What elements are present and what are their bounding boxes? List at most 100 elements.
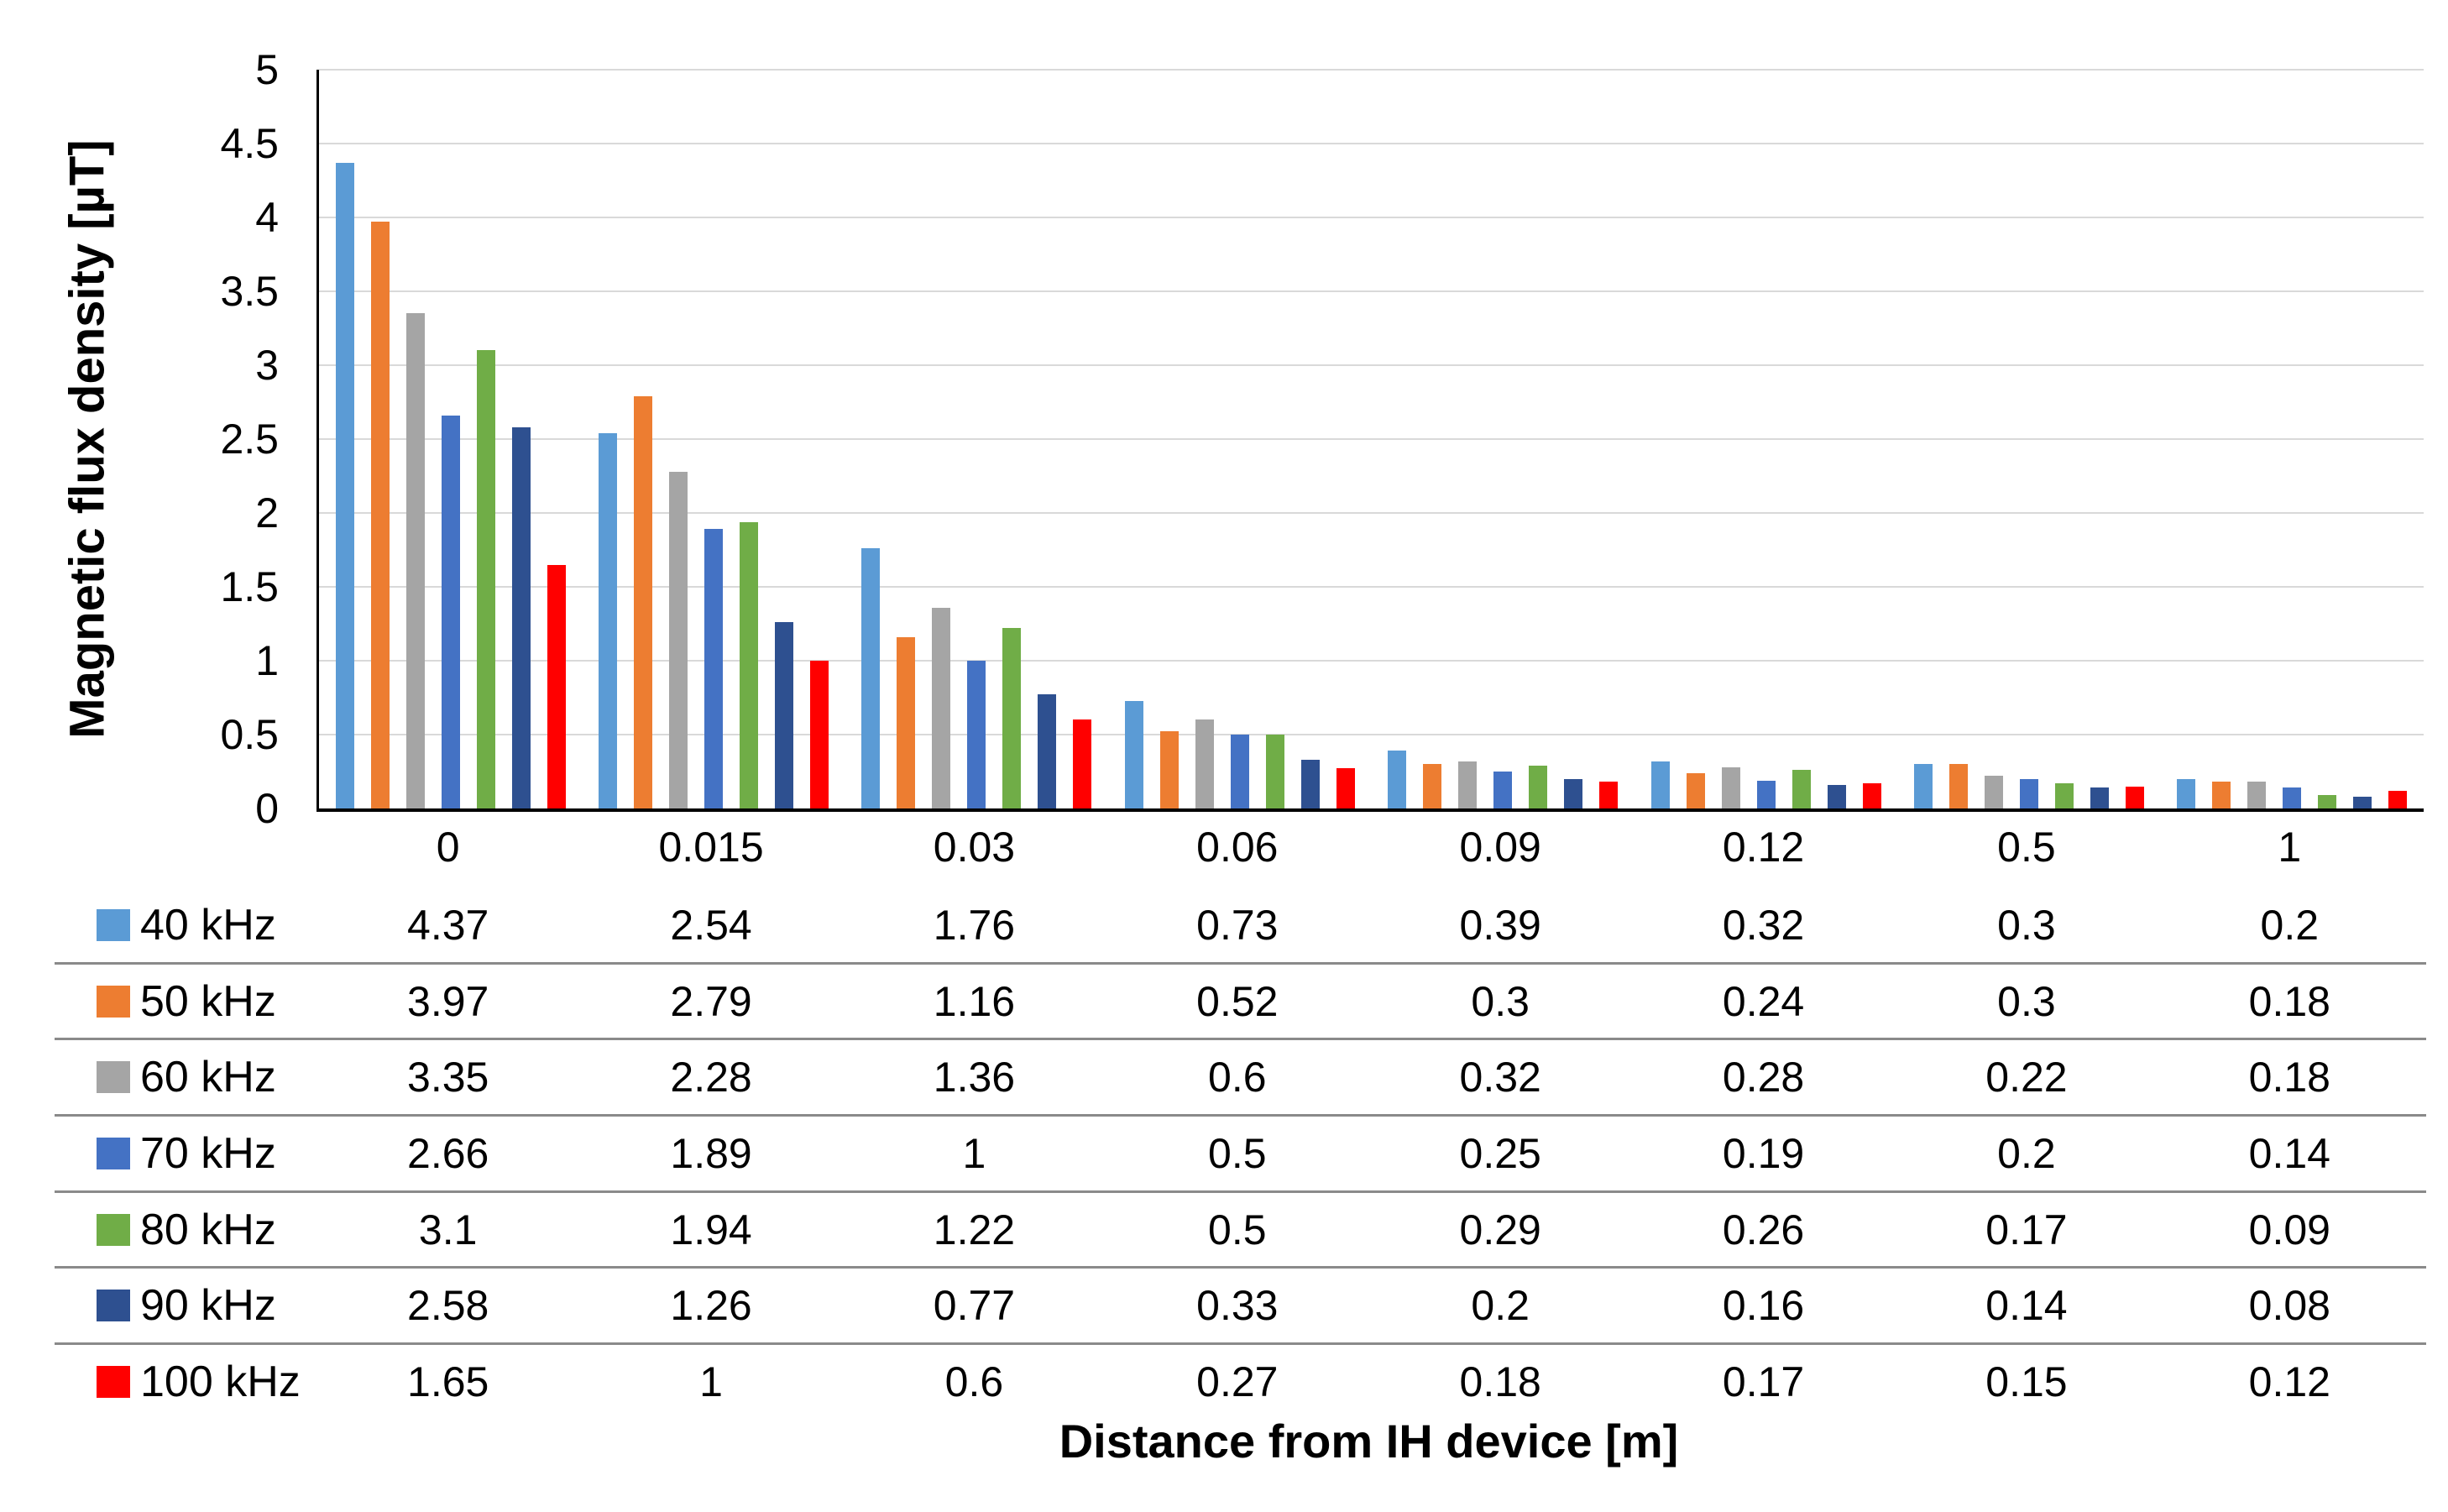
value-cell: 0.19 [1722, 1129, 1805, 1177]
category-label: 0.09 [1459, 824, 1541, 871]
bar-90-khz-at-0-06 [1300, 759, 1320, 808]
bar-90-khz-at-0-09 [1564, 778, 1583, 808]
value-cell: 3.97 [407, 977, 489, 1025]
bar-70-khz-at-0-5 [2019, 778, 2038, 808]
y-gridline [319, 364, 2424, 366]
category-group-0-06 [1108, 70, 1371, 808]
bar-50-khz-at-1 [2212, 782, 2231, 808]
value-cell: 0.6 [1208, 1054, 1267, 1101]
y-axis-title: Magnetic flux density [µT] [60, 139, 115, 739]
y-gridline [319, 734, 2424, 735]
series-label: 70 kHz [140, 1128, 276, 1178]
value-cell: 3.35 [407, 1054, 489, 1101]
legend-swatch-100-khz [97, 1365, 130, 1398]
bar-80-khz-at-0 [476, 350, 495, 808]
bar-80-khz-at-0-12 [1792, 770, 1811, 808]
category-label: 0.06 [1196, 824, 1279, 871]
value-cell: 1.94 [670, 1206, 752, 1253]
bar-80-khz-at-1 [2318, 795, 2337, 808]
bar-100-khz-at-0-03 [1073, 719, 1092, 808]
value-cell: 0.26 [1722, 1206, 1805, 1253]
y-tick-label: 3 [255, 342, 279, 389]
bar-70-khz-at-0-12 [1756, 780, 1776, 808]
table-row-40-khz: 40 kHz 4.37 2.54 1.76 0.73 0.39 0.32 0.3 0.2 [55, 888, 2426, 962]
bar-60-khz-at-0-06 [1195, 719, 1214, 808]
series-label: 40 kHz [140, 900, 276, 950]
value-cell: 0.12 [2248, 1358, 2330, 1405]
legend-swatch-90-khz [97, 1290, 130, 1322]
bar-70-khz-at-0-06 [1230, 735, 1249, 808]
y-tick-label: 4.5 [220, 120, 279, 167]
bar-100-khz-at-0 [547, 564, 566, 808]
y-tick-label: 0 [255, 785, 279, 832]
category-group-0 [319, 70, 582, 808]
bar-70-khz-at-0-015 [704, 529, 724, 808]
value-cell: 0.09 [2248, 1206, 2330, 1253]
legend-cell-90-khz: 90 kHz [55, 1280, 316, 1331]
value-cell: 0.2 [1471, 1282, 1530, 1330]
y-tick-label: 2.5 [220, 416, 279, 463]
bar-50-khz-at-0-03 [897, 636, 916, 808]
legend-swatch-60-khz [97, 1061, 130, 1094]
value-cell: 0.15 [1985, 1358, 2068, 1405]
x-axis-title: Distance from IH device [m] [1059, 1415, 1679, 1468]
bar-90-khz-at-1 [2353, 796, 2372, 808]
value-cell: 1.89 [670, 1129, 752, 1177]
value-cell: 1.65 [407, 1358, 489, 1405]
value-cell: 1 [699, 1358, 723, 1405]
legend-swatch-50-khz [97, 985, 130, 1018]
value-cell: 0.3 [1997, 901, 2056, 949]
legend-cell-70-khz: 70 kHz [55, 1128, 316, 1179]
bar-60-khz-at-0 [405, 313, 425, 808]
legend-swatch-80-khz [97, 1213, 130, 1246]
value-cell: 2.28 [670, 1054, 752, 1101]
series-label: 50 kHz [140, 976, 276, 1026]
value-cell: 0.18 [2248, 977, 2330, 1025]
bar-90-khz-at-0-015 [775, 622, 794, 808]
bar-50-khz-at-0-12 [1686, 772, 1705, 808]
series-label: 90 kHz [140, 1281, 276, 1331]
bar-40-khz-at-0 [335, 162, 354, 808]
category-label: 1 [2278, 824, 2302, 871]
bar-40-khz-at-1 [2177, 778, 2196, 808]
value-cell: 0.24 [1722, 977, 1805, 1025]
table-row-50-khz: 50 kHz 3.97 2.79 1.16 0.52 0.3 0.24 0.3 0.18 [55, 961, 2426, 1039]
y-tick-label: 1 [255, 637, 279, 684]
value-cell: 0.33 [1196, 1282, 1279, 1330]
bar-90-khz-at-0-12 [1827, 784, 1846, 808]
y-tick-label: 5 [255, 46, 279, 93]
value-cell: 0.22 [1985, 1054, 2068, 1101]
value-cell: 0.27 [1196, 1358, 1279, 1405]
value-cell: 1.76 [933, 901, 1016, 949]
legend-cell-80-khz: 80 kHz [55, 1205, 316, 1255]
value-cell: 1.26 [670, 1282, 752, 1330]
y-tick-label: 1.5 [220, 563, 279, 610]
bar-40-khz-at-0-03 [861, 548, 881, 808]
value-cell: 0.18 [2248, 1054, 2330, 1101]
legend-cell-100-khz: 100 kHz [55, 1357, 316, 1407]
value-cell: 1.22 [933, 1206, 1016, 1253]
y-gridline [319, 290, 2424, 292]
value-cell: 0.2 [1997, 1129, 2056, 1177]
legend-swatch-40-khz [97, 908, 130, 941]
legend-cell-40-khz: 40 kHz [55, 900, 316, 950]
value-cell: 0.17 [1722, 1358, 1805, 1405]
value-cell: 0.6 [944, 1358, 1004, 1405]
table-row-100-khz: 100 kHz 1.65 1 0.6 0.27 0.18 0.17 0.15 0.12 [55, 1342, 2426, 1419]
bar-60-khz-at-0-03 [932, 607, 951, 808]
value-cell: 0.32 [1722, 901, 1805, 949]
bar-80-khz-at-0-03 [1002, 628, 1022, 808]
category-group-1 [2161, 70, 2424, 808]
bar-40-khz-at-0-06 [1124, 700, 1143, 808]
series-label: 60 kHz [140, 1053, 276, 1102]
bar-50-khz-at-0-06 [1159, 731, 1179, 808]
y-gridline [319, 512, 2424, 514]
data-table: 40 kHz 4.37 2.54 1.76 0.73 0.39 0.32 0.3 0.2 50 k… [55, 888, 2426, 1419]
table-row-70-khz: 70 kHz 2.66 1.89 1 0.5 0.25 0.19 0.2 0.14 [55, 1114, 2426, 1190]
y-gridline [319, 143, 2424, 144]
bar-70-khz-at-1 [2283, 787, 2302, 808]
bar-60-khz-at-0-09 [1458, 761, 1478, 808]
series-label: 100 kHz [140, 1357, 301, 1406]
value-cell: 0.14 [1985, 1282, 2068, 1330]
